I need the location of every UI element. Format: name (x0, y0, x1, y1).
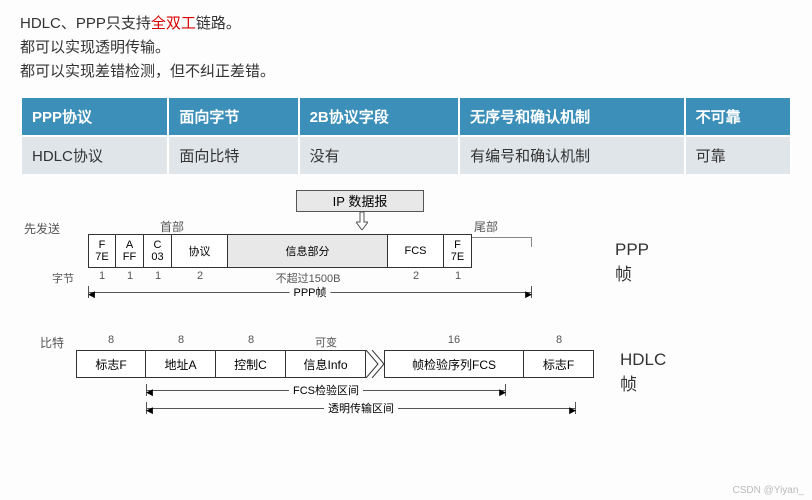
ppp-field: F7E (88, 234, 116, 268)
comparison-table: PPP协议 面向字节 2B协议字段 无序号和确认机制 不可靠 HDLC协议 面向… (20, 96, 792, 176)
table-header-row: PPP协议 面向字节 2B协议字段 无序号和确认机制 不可靠 (21, 97, 791, 136)
ppp-field: FCS (388, 234, 444, 268)
transparent-span-label: 透明传输区间 (324, 400, 398, 416)
table-header-cell: 无序号和确认机制 (459, 97, 684, 136)
hdlc-field: 地址A (146, 350, 216, 378)
hdlc-bit-count: 16 (384, 334, 524, 350)
table-header-cell: 不可靠 (685, 97, 791, 136)
hdlc-bit-count: 8 (76, 334, 146, 350)
fcs-span-indicator: ◀ ▶ FCS检验区间 (146, 384, 506, 396)
ppp-title: PPP帧 (615, 240, 649, 285)
hdlc-bits-row: 888可变168 (76, 334, 594, 350)
hdlc-field: 标志F (524, 350, 594, 378)
ppp-byte-count: 1 (88, 270, 116, 286)
hdlc-field: 信息Info (286, 350, 366, 378)
fcs-span-label: FCS检验区间 (289, 382, 363, 398)
arrow-right-icon: ▶ (569, 405, 576, 416)
arrow-right-icon: ▶ (525, 289, 532, 300)
arrow-down-icon (356, 212, 368, 230)
arrow-left-icon: ◀ (146, 405, 153, 416)
table-cell: 可靠 (685, 136, 791, 175)
intro-text: HDLC、PPP只支持全双工链路。 都可以实现透明传输。 都可以实现差错检测，但… (20, 12, 792, 84)
hdlc-title: HDLC帧 (620, 350, 666, 395)
table-header-cell: 2B协议字段 (299, 97, 460, 136)
table-row: HDLC协议 面向比特 没有 有编号和确认机制 可靠 (21, 136, 791, 175)
send-first-label: 先发送 (24, 220, 60, 237)
hdlc-bit-count: 8 (216, 334, 286, 350)
watermark: CSDN @Yiyan_ (733, 485, 804, 496)
intro-line1-post: 链路。 (196, 15, 241, 32)
table-header-cell: PPP协议 (21, 97, 168, 136)
ppp-byte-count: 1 (444, 270, 472, 286)
table-cell: 有编号和确认机制 (459, 136, 684, 175)
ppp-bytes-row: 1112不超过1500B21 (88, 270, 472, 286)
ppp-span-label: PPP帧 (289, 284, 330, 300)
ip-datagram-box: IP 数据报 (296, 190, 424, 212)
ppp-field: F7E (444, 234, 472, 268)
table-cell: HDLC协议 (21, 136, 168, 175)
ppp-span-indicator: ◀ ▶ PPP帧 (88, 286, 532, 298)
arrow-left-icon: ◀ (146, 387, 153, 398)
arrow-right-icon: ▶ (499, 387, 506, 398)
ppp-fields-row: F7EAFFC03协议信息部分FCSF7E (88, 234, 472, 268)
table-cell: 没有 (299, 136, 460, 175)
ppp-byte-count: 1 (116, 270, 144, 286)
arrow-left-icon: ◀ (88, 289, 95, 300)
ppp-field: 协议 (172, 234, 228, 268)
byte-unit-label: 字节 (52, 270, 74, 286)
chevron-separator-icon (366, 350, 384, 378)
ppp-byte-count: 1 (144, 270, 172, 286)
intro-line2: 都可以实现透明传输。 (20, 36, 792, 60)
table-header-cell: 面向字节 (168, 97, 298, 136)
ppp-byte-count: 2 (172, 270, 228, 286)
hdlc-bit-count: 8 (524, 334, 594, 350)
hdlc-bit-count: 可变 (286, 334, 366, 350)
transparent-span-indicator: ◀ ▶ 透明传输区间 (146, 402, 576, 414)
intro-line1-pre: HDLC、PPP只支持 (20, 15, 151, 32)
ppp-field: 信息部分 (228, 234, 388, 268)
bit-unit-label: 比特 (40, 334, 64, 351)
ppp-field: C03 (144, 234, 172, 268)
ppp-byte-count: 2 (388, 270, 444, 286)
table-cell: 面向比特 (168, 136, 298, 175)
hdlc-fields-row: 标志F地址A控制C信息Info帧检验序列FCS标志F (76, 350, 594, 378)
ppp-field: AFF (116, 234, 144, 268)
hdlc-bit-count: 8 (146, 334, 216, 350)
hdlc-field: 帧检验序列FCS (384, 350, 524, 378)
intro-line3: 都可以实现差错检测，但不纠正差错。 (20, 60, 792, 84)
hdlc-field: 标志F (76, 350, 146, 378)
hdlc-field: 控制C (216, 350, 286, 378)
intro-line1-red: 全双工 (151, 15, 196, 32)
